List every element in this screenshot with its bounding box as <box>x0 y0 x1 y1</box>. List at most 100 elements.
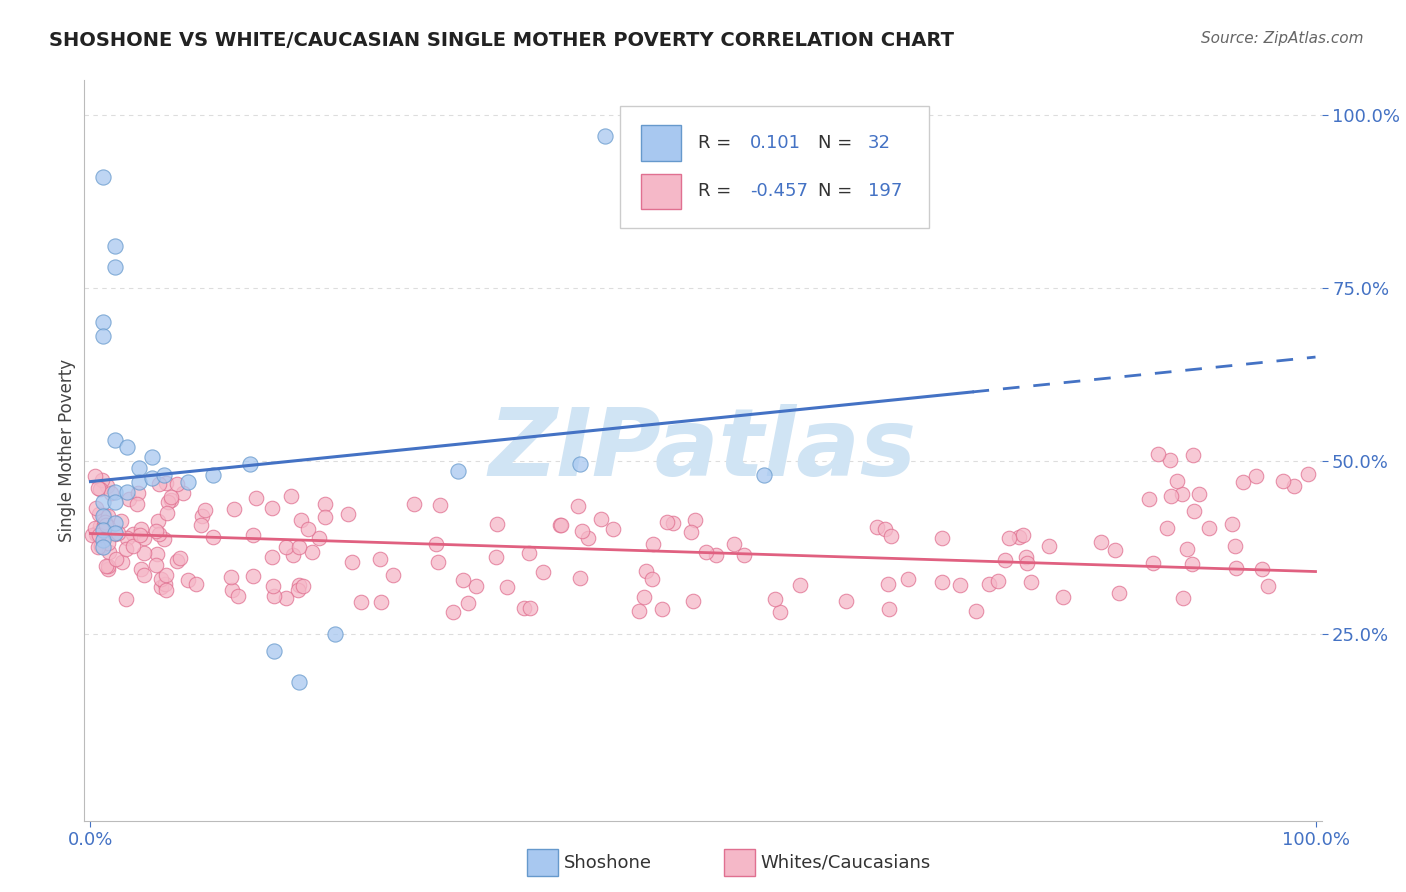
Point <box>979 577 1001 591</box>
Point <box>129 562 152 576</box>
Point <box>91 533 114 548</box>
Point <box>1198 521 1220 535</box>
Point <box>146 547 169 561</box>
Point <box>141 450 163 465</box>
Point <box>91 523 114 537</box>
Point <box>288 578 311 592</box>
Point <box>301 545 323 559</box>
Point <box>93 517 115 532</box>
Text: Whites/Caucasians: Whites/Caucasians <box>761 854 931 871</box>
Point <box>998 531 1021 545</box>
Point <box>122 527 145 541</box>
Point <box>568 571 591 585</box>
Point <box>593 128 616 143</box>
Point <box>148 476 170 491</box>
Point <box>262 579 284 593</box>
Y-axis label: Single Mother Poverty: Single Mother Poverty <box>58 359 76 542</box>
Point <box>222 502 245 516</box>
Point <box>1182 504 1205 518</box>
Point <box>226 589 249 603</box>
Point <box>201 530 224 544</box>
FancyBboxPatch shape <box>641 126 681 161</box>
Point <box>591 512 613 526</box>
Point <box>1015 556 1038 570</box>
Point <box>704 548 727 562</box>
Point <box>1108 586 1130 600</box>
Point <box>190 518 212 533</box>
Point <box>239 458 262 472</box>
Point <box>873 522 896 536</box>
Point <box>496 580 519 594</box>
Point <box>287 675 309 690</box>
Point <box>602 521 624 535</box>
Point <box>97 559 120 574</box>
Point <box>104 485 127 500</box>
Point <box>661 516 683 530</box>
Point <box>1038 539 1060 553</box>
Point <box>221 583 243 598</box>
Point <box>314 497 336 511</box>
Point <box>651 601 673 615</box>
Point <box>128 475 150 489</box>
Text: N =: N = <box>818 182 852 201</box>
Point <box>160 491 183 505</box>
Text: Source: ZipAtlas.com: Source: ZipAtlas.com <box>1201 31 1364 46</box>
Point <box>184 577 207 591</box>
Point <box>641 572 664 586</box>
Point <box>627 603 650 617</box>
Point <box>84 500 107 515</box>
Point <box>260 550 283 565</box>
Point <box>1232 475 1254 489</box>
Point <box>297 522 319 536</box>
Point <box>290 513 312 527</box>
Point <box>156 506 179 520</box>
Point <box>89 528 111 542</box>
FancyBboxPatch shape <box>641 174 681 209</box>
Point <box>484 550 506 565</box>
Point <box>880 529 903 543</box>
Point <box>447 464 470 478</box>
Point <box>166 476 188 491</box>
Point <box>245 491 267 506</box>
Point <box>340 555 363 569</box>
Point <box>336 507 359 521</box>
Point <box>1147 447 1170 461</box>
Point <box>141 471 163 485</box>
Point <box>451 573 474 587</box>
Point <box>134 568 156 582</box>
Point <box>733 549 755 563</box>
Point <box>531 565 554 579</box>
Point <box>1296 467 1319 482</box>
Point <box>107 525 129 540</box>
Text: -0.457: -0.457 <box>749 182 808 201</box>
Point <box>292 579 315 593</box>
Point <box>465 579 488 593</box>
Point <box>97 508 120 523</box>
Point <box>276 541 298 555</box>
Point <box>517 546 540 560</box>
Point <box>567 500 589 514</box>
Point <box>486 516 509 531</box>
Point <box>280 489 302 503</box>
Point <box>105 552 128 566</box>
Point <box>287 583 309 598</box>
Point <box>1159 453 1181 467</box>
Point <box>634 565 657 579</box>
Point <box>155 475 177 490</box>
Text: Shoshone: Shoshone <box>564 854 652 871</box>
Point <box>150 572 173 586</box>
Point <box>97 527 120 541</box>
Point <box>111 555 134 569</box>
Point <box>429 498 451 512</box>
Point <box>681 525 703 540</box>
Point <box>425 537 447 551</box>
Point <box>682 594 704 608</box>
Point <box>769 605 792 619</box>
Point <box>1090 535 1112 549</box>
Point <box>242 569 264 583</box>
Point <box>633 591 655 605</box>
Point <box>160 492 183 507</box>
Point <box>1171 591 1194 606</box>
Point <box>132 531 155 545</box>
Point <box>441 606 464 620</box>
